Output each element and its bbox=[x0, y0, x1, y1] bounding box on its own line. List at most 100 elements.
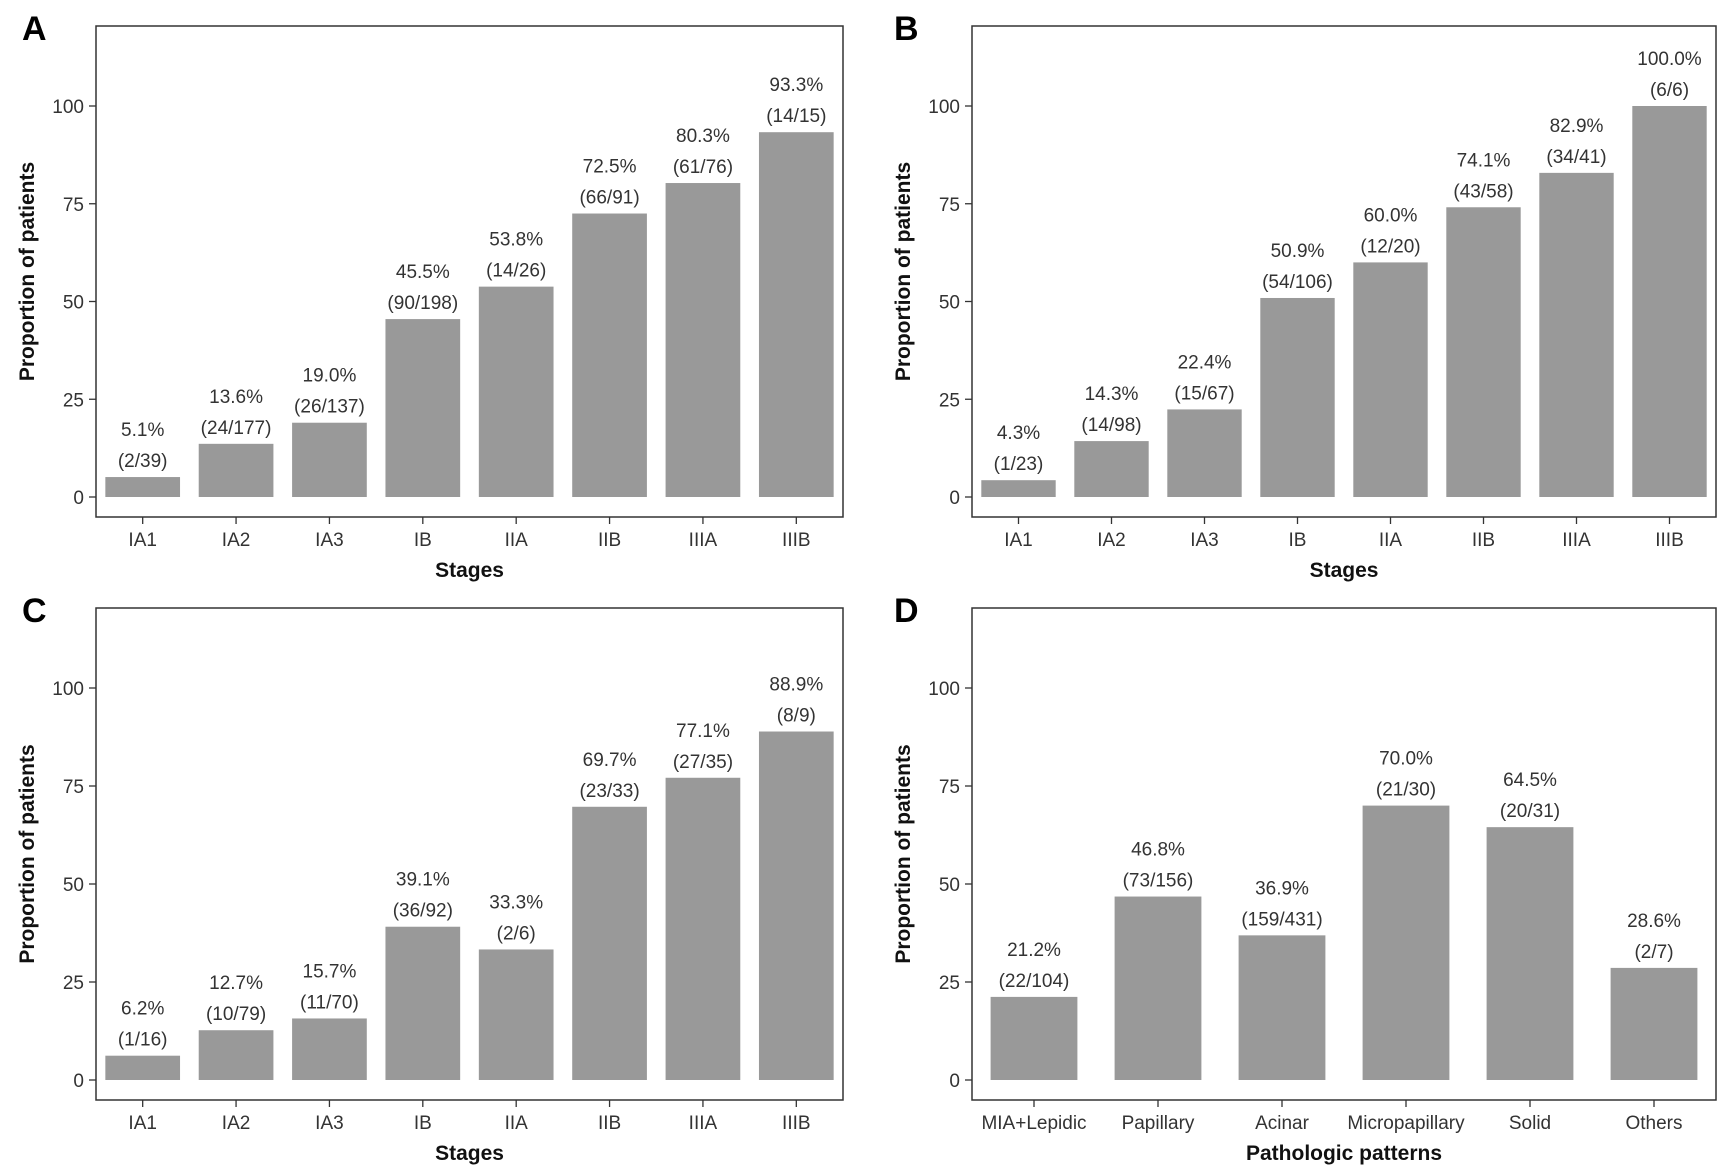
x-tick-label: IIIB bbox=[1655, 530, 1684, 551]
bar-percent-label: 64.5% bbox=[1503, 770, 1557, 791]
bar-percent-label: 60.0% bbox=[1364, 205, 1418, 226]
bar-count-label: (1/23) bbox=[994, 454, 1044, 475]
bar-count-label: (36/92) bbox=[393, 901, 453, 922]
bar-count-label: (20/31) bbox=[1500, 801, 1560, 822]
x-tick-label: IA2 bbox=[222, 530, 251, 551]
bar-percent-label: 6.2% bbox=[121, 999, 164, 1020]
bar-percent-label: 70.0% bbox=[1379, 749, 1433, 770]
x-axis-title: Stages bbox=[435, 559, 504, 582]
bar-percent-label: 77.1% bbox=[676, 721, 730, 742]
bar bbox=[1074, 441, 1149, 497]
x-tick-label: IIIA bbox=[689, 1113, 718, 1134]
bar bbox=[1539, 172, 1614, 497]
bar bbox=[198, 1030, 274, 1080]
bar-count-label: (22/104) bbox=[999, 971, 1070, 992]
bar bbox=[1446, 207, 1521, 498]
y-tick-label: 75 bbox=[63, 777, 84, 798]
y-tick-label: 0 bbox=[949, 488, 960, 509]
bar bbox=[105, 1055, 181, 1080]
bar-percent-label: 74.1% bbox=[1457, 150, 1511, 171]
x-axis-title: Stages bbox=[435, 1142, 504, 1165]
x-tick-label: IA3 bbox=[315, 530, 344, 551]
bar-percent-label: 19.0% bbox=[303, 366, 357, 387]
x-tick-label: IIA bbox=[505, 1113, 529, 1134]
chart-panel-d: D 0 25 50 75 100 Proportion of patients (22/104… bbox=[892, 592, 1717, 1165]
x-tick-label: MIA+Lepidic bbox=[981, 1113, 1086, 1134]
bar bbox=[478, 949, 554, 1080]
x-tick-label: Papillary bbox=[1122, 1113, 1195, 1134]
y-axis-title: Proportion of patients bbox=[892, 162, 915, 381]
chart-panel-b: B 0 25 50 75 100 Proportion of patients (1/23) 4… bbox=[892, 10, 1717, 582]
y-tick-label: 25 bbox=[939, 390, 960, 411]
bar bbox=[1610, 967, 1698, 1080]
y-tick-label: 75 bbox=[939, 195, 960, 216]
plot-frame bbox=[971, 607, 1717, 1101]
bar-count-label: (54/106) bbox=[1262, 272, 1333, 293]
bar bbox=[198, 443, 274, 497]
x-tick-label: IIA bbox=[505, 530, 529, 551]
bar bbox=[1486, 827, 1574, 1080]
y-tick-label: 100 bbox=[52, 679, 84, 700]
bar-percent-label: 39.1% bbox=[396, 870, 450, 891]
y-tick-label: 0 bbox=[73, 1071, 84, 1092]
bar-percent-label: 36.9% bbox=[1255, 878, 1309, 899]
x-tick-label: Micropapillary bbox=[1347, 1113, 1465, 1134]
y-axis-title: Proportion of patients bbox=[16, 162, 39, 381]
y-tick-label: 75 bbox=[63, 195, 84, 216]
bar-count-label: (34/41) bbox=[1546, 147, 1606, 168]
bar-count-label: (8/9) bbox=[777, 706, 816, 727]
x-tick-label: IA1 bbox=[128, 1113, 157, 1134]
plot-frame bbox=[971, 25, 1717, 518]
bar-count-label: (21/30) bbox=[1376, 780, 1436, 801]
x-tick-label: IB bbox=[414, 1113, 432, 1134]
bar bbox=[292, 1018, 367, 1080]
bar bbox=[665, 777, 741, 1080]
plot-frame bbox=[95, 607, 844, 1101]
x-tick-label: IA2 bbox=[222, 1113, 251, 1134]
bar-percent-label: 46.8% bbox=[1131, 840, 1185, 861]
y-axis-title: Proportion of patients bbox=[892, 744, 915, 963]
bar-count-label: (66/91) bbox=[579, 188, 639, 209]
x-tick-label: IIIA bbox=[1562, 530, 1591, 551]
bar-percent-label: 14.3% bbox=[1085, 384, 1139, 405]
bar bbox=[1114, 896, 1202, 1080]
bar-percent-label: 80.3% bbox=[676, 126, 730, 147]
x-tick-label: IA3 bbox=[1190, 530, 1219, 551]
bar bbox=[1362, 805, 1450, 1080]
bar-count-label: (23/33) bbox=[579, 781, 639, 802]
bar-count-label: (2/7) bbox=[1634, 942, 1673, 963]
bar-count-label: (43/58) bbox=[1453, 181, 1513, 202]
x-tick-label: IIB bbox=[598, 530, 621, 551]
bar bbox=[1238, 935, 1326, 1080]
bar-percent-label: 13.6% bbox=[209, 387, 263, 408]
x-tick-label: IB bbox=[1289, 530, 1307, 551]
bar-percent-label: 53.8% bbox=[489, 230, 543, 251]
bar-percent-label: 33.3% bbox=[489, 892, 543, 913]
bar bbox=[981, 480, 1056, 497]
bar-percent-label: 69.7% bbox=[583, 750, 637, 771]
bar-percent-label: 93.3% bbox=[769, 75, 823, 96]
y-tick-label: 50 bbox=[63, 293, 84, 314]
y-tick-label: 0 bbox=[73, 488, 84, 509]
bar bbox=[385, 926, 461, 1080]
bar-count-label: (2/39) bbox=[118, 451, 168, 472]
bar-percent-label: 12.7% bbox=[209, 973, 263, 994]
bar-count-label: (10/79) bbox=[206, 1004, 266, 1025]
y-tick-label: 25 bbox=[939, 973, 960, 994]
y-tick-label: 50 bbox=[63, 875, 84, 896]
x-tick-label: IIB bbox=[598, 1113, 621, 1134]
y-tick-label: 100 bbox=[52, 97, 84, 118]
x-tick-label: IB bbox=[414, 530, 432, 551]
x-tick-label: IA1 bbox=[128, 530, 157, 551]
bar-count-label: (2/6) bbox=[497, 923, 536, 944]
bar-percent-label: 5.1% bbox=[121, 420, 164, 441]
bar bbox=[1353, 262, 1428, 497]
bar bbox=[1260, 297, 1335, 497]
y-tick-label: 100 bbox=[928, 97, 960, 118]
x-tick-label: IA3 bbox=[315, 1113, 344, 1134]
y-tick-label: 25 bbox=[63, 390, 84, 411]
panel-letter: A bbox=[22, 10, 47, 48]
x-tick-label: IIIB bbox=[782, 1113, 811, 1134]
bar bbox=[1632, 106, 1707, 497]
